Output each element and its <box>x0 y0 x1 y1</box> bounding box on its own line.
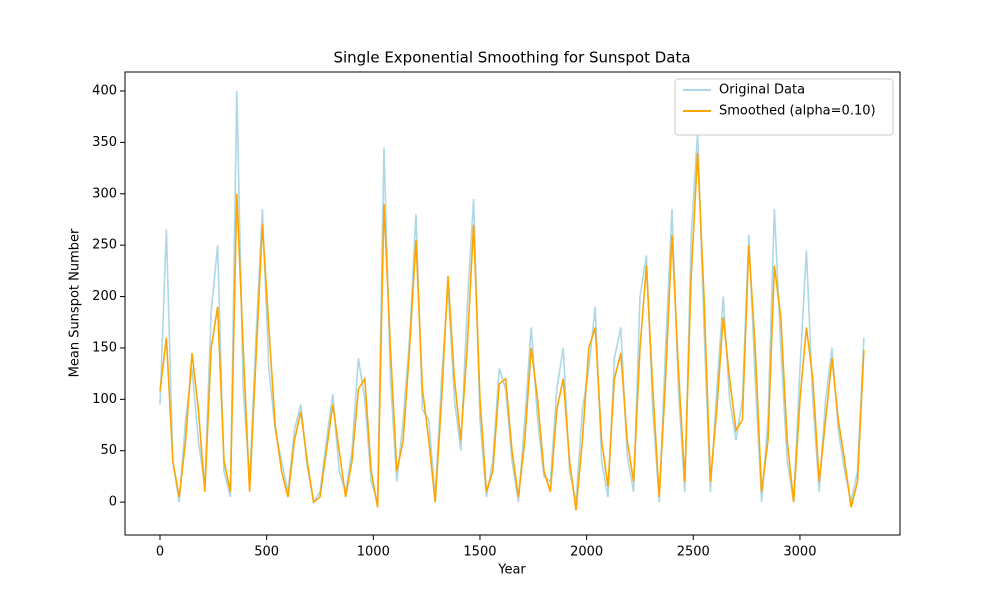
y-tick-label: 150 <box>92 340 117 355</box>
chart-title: Single Exponential Smoothing for Sunspot… <box>333 49 690 67</box>
legend-label: Smoothed (alpha=0.10) <box>719 104 876 119</box>
legend-label: Original Data <box>719 83 805 98</box>
x-tick-label: 3000 <box>783 545 816 560</box>
y-tick-label: 350 <box>92 135 117 150</box>
y-tick-label: 50 <box>100 443 117 458</box>
series-line <box>159 152 865 511</box>
x-tick-label: 2500 <box>677 545 710 560</box>
x-tick-label: 2000 <box>570 545 603 560</box>
x-tick-label: 500 <box>254 545 279 560</box>
x-tick-label: 0 <box>156 545 164 560</box>
x-tick-label: 1500 <box>463 545 496 560</box>
y-axis-label: Mean Sunspot Number <box>68 228 83 377</box>
y-tick-label: 300 <box>92 186 117 201</box>
legend-box <box>674 78 894 136</box>
x-tick-label: 1000 <box>357 545 390 560</box>
y-tick-label: 250 <box>92 238 117 253</box>
plot-frame <box>124 71 901 536</box>
y-tick-label: 0 <box>109 495 117 510</box>
y-tick-label: 400 <box>92 84 117 99</box>
x-axis-label: Year <box>497 563 526 578</box>
y-tick-label: 200 <box>92 289 117 304</box>
y-tick-label: 100 <box>92 392 117 407</box>
